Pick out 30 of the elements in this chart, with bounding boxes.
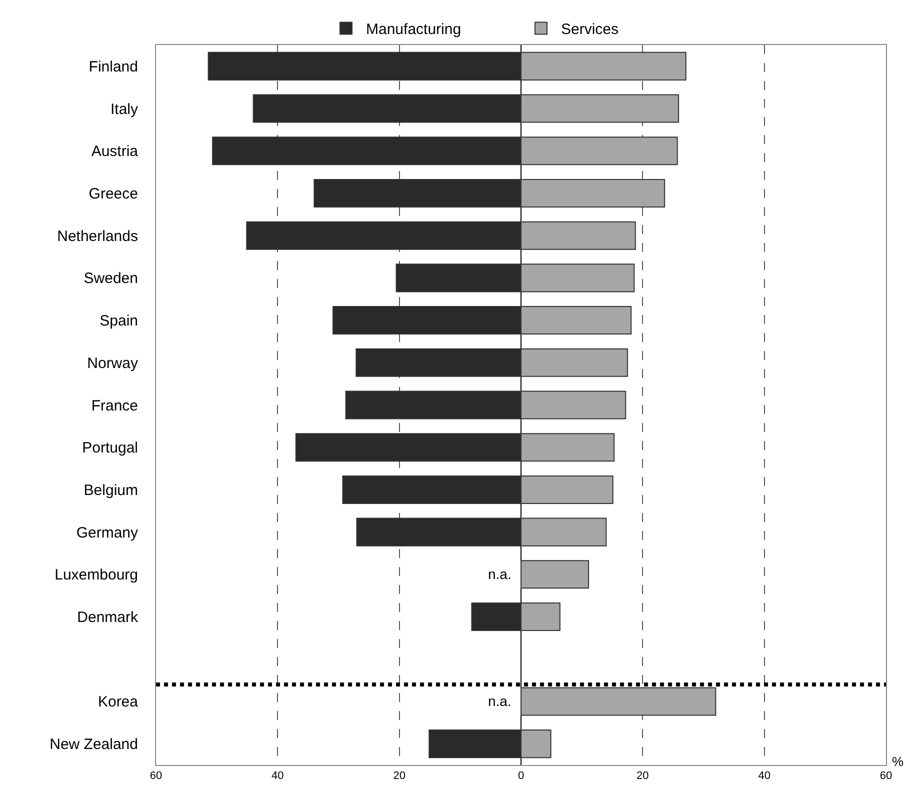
y-tick-label: France <box>91 397 138 414</box>
annotation: n.a. <box>488 693 512 709</box>
y-tick-label: Germany <box>76 524 138 542</box>
y-tick-label: Portugal <box>82 440 138 457</box>
y-tick-label: Sweden <box>84 270 138 288</box>
y-tick-label: Finland <box>88 58 138 76</box>
y-tick-label: Luxembourg <box>54 566 138 584</box>
legend-label: Manufacturing <box>366 21 462 38</box>
bar <box>520 687 716 716</box>
x-tick-label: 20 <box>393 770 406 782</box>
x-tick-label: 60 <box>880 770 892 782</box>
x-tick-label: 40 <box>272 770 284 782</box>
y-tick-label: Austria <box>91 143 139 160</box>
x-tick-label: 20 <box>636 770 649 782</box>
y-tick-label: Norway <box>87 354 138 372</box>
x-tick-label: 0 <box>518 770 524 782</box>
y-tick-label: Italy <box>110 100 138 118</box>
bar <box>520 560 590 589</box>
text: % <box>892 754 904 769</box>
y-tick-label: Belgium <box>84 482 138 499</box>
x-tick-label: 60 <box>150 770 162 782</box>
y-tick-label: Greece <box>88 185 138 202</box>
x-tick-label: 40 <box>758 770 770 782</box>
y-tick-label: Korea <box>98 694 139 711</box>
legend-label: Services <box>561 21 619 38</box>
y-tick-label: Denmark <box>77 609 138 626</box>
y-tick-label: Netherlands <box>57 228 138 245</box>
annotation: n.a. <box>488 566 512 582</box>
y-tick-label: New Zealand <box>50 736 138 754</box>
y-tick-label: Spain <box>100 312 138 330</box>
